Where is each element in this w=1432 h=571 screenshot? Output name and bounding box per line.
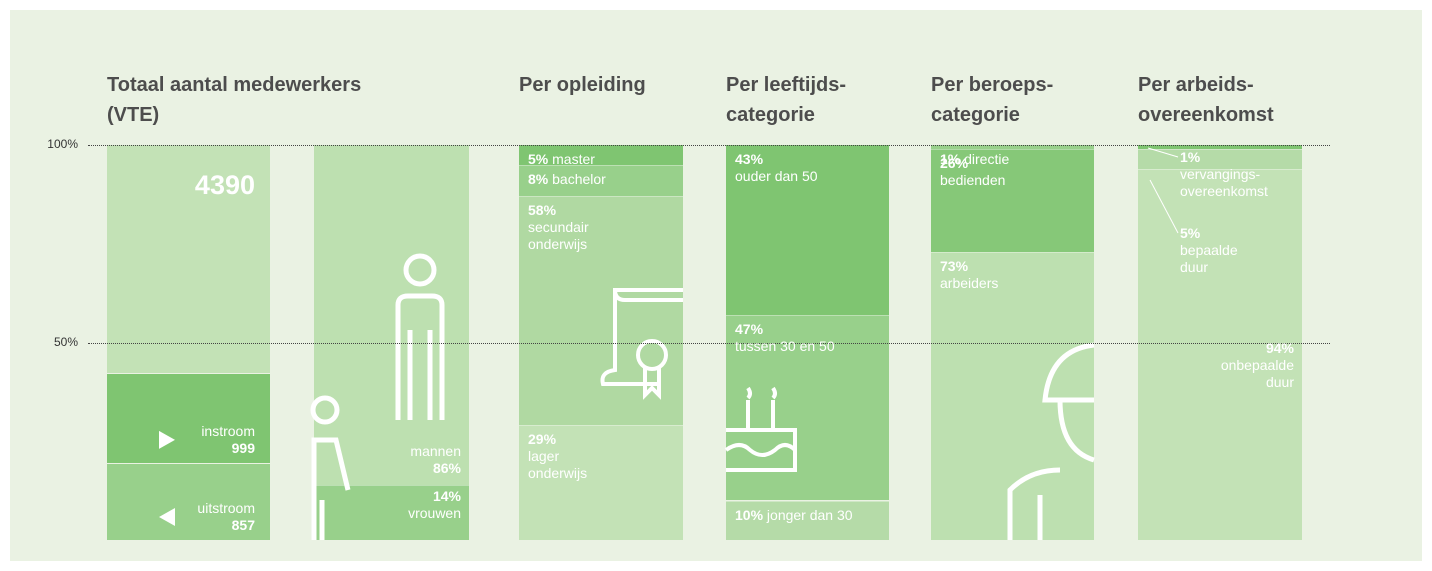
grid-line: [88, 145, 1330, 146]
segment-value: 10%: [735, 506, 764, 523]
segment-value: 8%: [528, 170, 549, 187]
segment-value: 58%: [528, 202, 557, 219]
segment-value: 43%: [735, 151, 764, 167]
segment-label: 8% bachelor: [528, 171, 606, 188]
flow-name: instroom: [201, 422, 255, 439]
segment: [519, 425, 683, 540]
segment-name: ouder dan 50: [735, 168, 818, 184]
segment-name: vrouwen: [408, 504, 461, 521]
segment-name: secundair: [528, 219, 589, 236]
segment-value: 14%: [432, 487, 461, 504]
segment-name: vervangings-: [1180, 166, 1261, 182]
segment-name: jonger dan 30: [766, 506, 853, 523]
column-title: Per opleiding: [519, 74, 646, 96]
segment-name: onderwijs: [528, 236, 588, 253]
segment: [726, 145, 889, 315]
column-title: categorie: [726, 104, 815, 126]
column-title: Per beroeps-: [931, 74, 1054, 96]
segment: [931, 251, 1094, 540]
segment: [931, 145, 1094, 149]
segment: [1138, 145, 1302, 149]
flow-bar: [107, 462, 270, 540]
segment-label: 1% directie: [940, 151, 1009, 168]
flow-label: uitstroom 857: [197, 500, 255, 534]
segment-label: mannen 86%: [410, 443, 461, 477]
segment-value: 73%: [940, 257, 969, 274]
flow-label: instroom 999: [201, 423, 255, 457]
y-tick-label: 100%: [47, 137, 78, 151]
column-title: Totaal aantal medewerkers: [107, 74, 362, 96]
segment-name: tussen 30 en 50: [735, 337, 835, 354]
segment-label: 29% lager onderwijs: [528, 431, 587, 482]
segment-name: duur: [1180, 259, 1209, 275]
segment-name: master: [552, 151, 595, 167]
segment-label: 10% jonger dan 30: [735, 507, 853, 524]
segment-label: 1% vervangings-overeenkomst: [1180, 149, 1268, 200]
segment-name: lager: [528, 448, 560, 465]
column-title: Per arbeids-: [1138, 74, 1254, 96]
segment-value: 29%: [528, 431, 557, 448]
flow-bar: [107, 373, 270, 463]
segment: [314, 145, 469, 485]
y-tick-label: 50%: [53, 334, 78, 349]
segment-label: 58% secundair onderwijs: [528, 202, 589, 253]
segment-name: mannen: [410, 442, 461, 459]
segment-value: 1%: [1180, 149, 1201, 165]
column-title: categorie: [931, 104, 1020, 126]
segment-name: overeenkomst: [1180, 183, 1268, 199]
segment-label: 43% ouder dan 50: [735, 151, 818, 185]
segment-value: 1%: [940, 151, 961, 167]
segment-label: 14% vrouwen: [408, 488, 461, 522]
segment-name: bepaalde: [1180, 242, 1238, 258]
segment-label: 26% bedienden: [940, 155, 1005, 189]
segment: [519, 145, 683, 165]
segment: [519, 164, 683, 197]
segment-value: 86%: [432, 459, 461, 476]
segment-name: bachelor: [552, 170, 606, 187]
segment-name: onbepaalde: [1220, 357, 1294, 373]
flow-name: uitstroom: [197, 500, 255, 516]
grid-line: [88, 342, 1330, 344]
segment-name: directie: [964, 151, 1010, 167]
column-title: overeenkomst: [1138, 104, 1274, 126]
segment: [931, 148, 1094, 252]
total-label: 4390: [194, 170, 255, 200]
segment-name: arbeiders: [940, 274, 999, 291]
segment-value: 5%: [528, 151, 549, 167]
segment-value: 47%: [735, 320, 764, 337]
segment-name: onderwijs: [528, 465, 588, 482]
segment: [1138, 148, 1302, 169]
segment-value: 26%: [940, 154, 969, 171]
segment-label: 5% master: [528, 151, 595, 168]
flow-value: 857: [231, 517, 255, 533]
segment-name: duur: [1265, 374, 1294, 390]
segment-name: bedienden: [940, 171, 1006, 188]
segment-label: 73% arbeiders: [940, 258, 998, 292]
column-title: (VTE): [107, 104, 160, 126]
segment-label: 5% bepaalde duur: [1180, 225, 1238, 276]
segment-value: 94%: [1265, 340, 1294, 356]
segment: [726, 500, 889, 540]
segment-value: 5%: [1180, 225, 1201, 241]
column-title: Per leeftijds-: [726, 74, 847, 96]
segment-label: 47% tussen 30 en 50: [735, 321, 835, 355]
flow-value: 999: [231, 439, 255, 456]
segment-label: 94% onbepaalde duur: [1221, 340, 1294, 391]
